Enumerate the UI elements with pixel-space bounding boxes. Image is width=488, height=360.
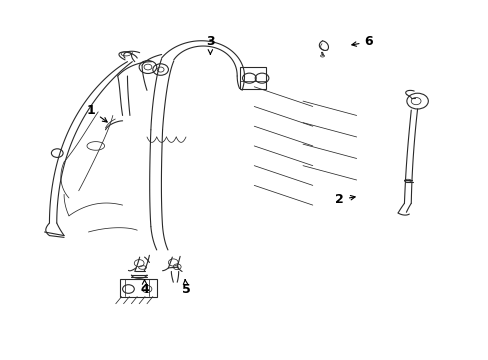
Text: 1: 1 [86,104,107,122]
Text: 3: 3 [205,35,214,54]
Bar [120,279,157,297]
Text: 4: 4 [140,280,149,296]
Bar [239,67,266,89]
Text: 2: 2 [334,193,354,206]
Text: 5: 5 [181,280,190,296]
Text: 6: 6 [351,35,372,49]
